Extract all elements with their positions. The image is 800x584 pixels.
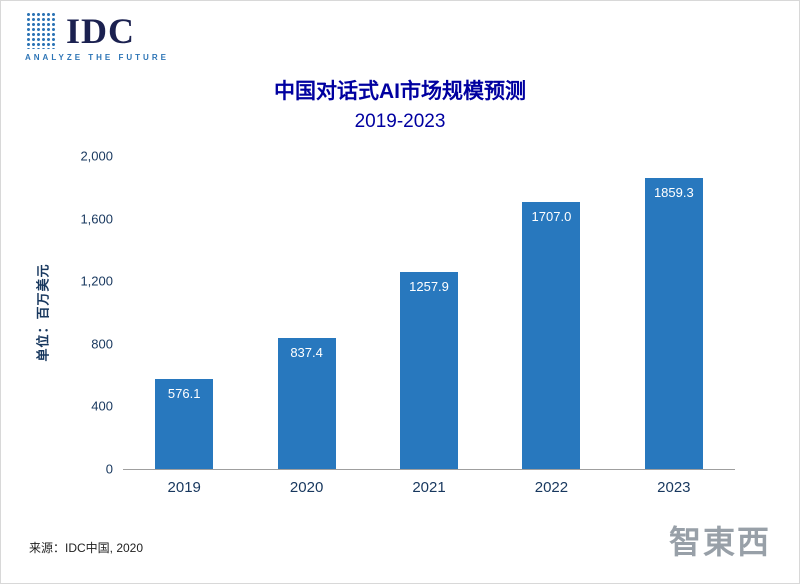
idc-tagline: ANALYZE THE FUTURE: [25, 53, 169, 62]
y-tick-label: 400: [91, 398, 113, 414]
y-tick-label: 1,600: [80, 211, 113, 227]
bar-2021: 1257.9: [400, 272, 459, 469]
plot-area: 576.1 837.4 1257.9 1707.0 1859.3: [123, 156, 735, 470]
bar-slot: 576.1: [123, 156, 245, 469]
x-axis-labels: 2019 2020 2021 2022 2023: [123, 479, 735, 496]
x-axis-label-2021: 2021: [412, 479, 446, 496]
y-axis-label-wrap: 单位：百万美元: [31, 156, 53, 469]
x-axis-label-2020: 2020: [289, 479, 324, 496]
x-axis-label-2019: 2019: [167, 479, 201, 496]
bars-container: 576.1 837.4 1257.9 1707.0 1859.3: [123, 156, 735, 469]
chart-title-line1: 中国对话式AI市场规模预测: [274, 80, 526, 103]
y-tick-label: 0: [105, 461, 113, 477]
bar-value-label: 1707.0: [531, 208, 572, 224]
y-tick-label: 2,000: [80, 148, 113, 164]
y-axis-label: 单位：百万美元: [35, 263, 51, 362]
watermark-zhidx: 智東西: [668, 524, 771, 560]
source-note: 来源：IDC中国, 2020: [29, 541, 144, 555]
bar-2019: 576.1: [155, 378, 214, 469]
bar-2022: 1707.0: [522, 201, 581, 469]
y-tick-label: 800: [91, 336, 113, 352]
bar-value-label: 576.1: [167, 385, 201, 401]
y-axis-ticks: 0 400 800 1,200 1,600 2,000: [59, 149, 113, 477]
bar-2023: 1859.3: [644, 178, 703, 469]
x-axis-label-2022: 2022: [534, 479, 569, 496]
bar-value-label: 1859.3: [653, 185, 694, 201]
idc-logo-text: IDC: [66, 11, 136, 51]
bar-slot: 1257.9: [368, 156, 490, 469]
bar-slot: 1859.3: [613, 156, 735, 469]
idc-dots-icon: [25, 11, 57, 49]
bar-2020: 837.4: [277, 337, 336, 469]
chart-title-line2: 2019-2023: [354, 111, 446, 132]
bar-value-label: 1257.9: [409, 279, 449, 295]
idc-logo: IDC ANALYZE THE FUTURE: [25, 11, 169, 62]
y-tick-label: 1,200: [80, 273, 113, 289]
bar-slot: 1707.0: [490, 156, 612, 469]
bar-slot: 837.4: [245, 156, 367, 469]
x-axis-label-2023: 2023: [657, 479, 691, 496]
bar-value-label: 837.4: [290, 344, 323, 360]
